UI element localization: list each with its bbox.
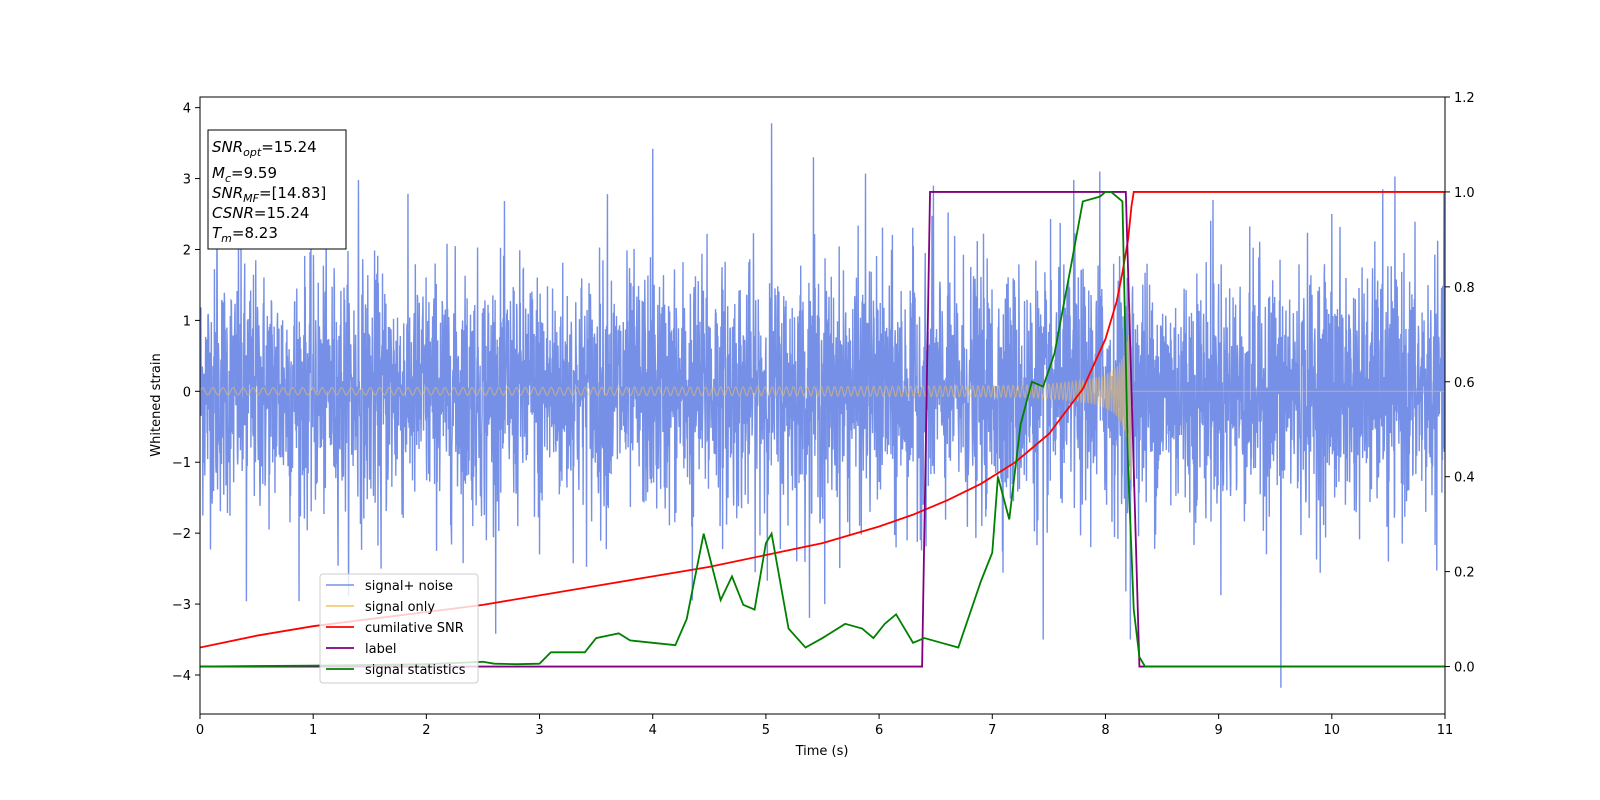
plot-frame: [199, 96, 1446, 715]
info-tm: Tm=8.23: [212, 224, 278, 245]
y-tick-label: −1: [172, 456, 191, 471]
x-tick-label: 6: [875, 723, 883, 738]
x-tick-label: 8: [1101, 723, 1109, 738]
axes-ticks: 0 1 2 3 4 5 6 7 8 9 10 11 −4 −3 −2 −1 0 1 2 3 4 0.0 0.2 0.4 0.6 0…: [172, 91, 1475, 738]
y-tick-label: −3: [172, 598, 191, 613]
legend-entry: signal statistics: [365, 663, 466, 678]
x-tick-label: 10: [1324, 723, 1341, 738]
legend-entry: cumilative SNR: [365, 621, 464, 636]
y2-tick-label: 0.4: [1454, 471, 1475, 486]
info-mc: Mc=9.59: [212, 164, 277, 185]
x-tick-label: 1: [309, 723, 317, 738]
y2-tick-label: 1.2: [1454, 91, 1475, 106]
legend-entry: label: [365, 642, 396, 657]
legend-entry: signal only: [365, 600, 435, 615]
x-tick-label: 2: [422, 723, 430, 738]
x-tick-label: 5: [762, 723, 770, 738]
legend-frame: [319, 573, 479, 684]
legend-entry: signal+ noise: [365, 579, 453, 594]
y2-tick-label: 0.2: [1454, 566, 1475, 581]
y-tick-label: 3: [183, 173, 191, 188]
x-tick-label: 4: [649, 723, 657, 738]
y-tick-label: 2: [183, 243, 191, 258]
series-line-signal-statistics: [200, 191, 1445, 668]
series-line-signal-noise: [200, 123, 1445, 688]
y-tick-label: 0: [183, 385, 191, 400]
y-tick-label: 4: [183, 102, 191, 117]
x-tick-label: 11: [1437, 723, 1454, 738]
series-line-signal-only: [200, 303, 1445, 480]
x-tick-label: 3: [535, 723, 543, 738]
y2-tick-label: 0.0: [1454, 661, 1475, 676]
x-tick-label: 0: [196, 723, 204, 738]
info-box: SNRopt=15.24 Mc=9.59 SNRMF=[14.83] CSNR=…: [207, 129, 347, 250]
info-box-frame: [207, 129, 347, 250]
y2-tick-label: 0.6: [1454, 376, 1475, 391]
info-csnr: CSNR=15.24: [212, 204, 309, 222]
x-tick-label: 9: [1214, 723, 1222, 738]
info-snr-mf: SNRMF=[14.83]: [212, 184, 326, 205]
y-tick-label: −4: [172, 669, 191, 684]
y-axis-label: Whitened strain: [149, 353, 164, 456]
y-tick-label: −2: [172, 527, 191, 542]
y2-tick-label: 0.8: [1454, 281, 1475, 296]
x-tick-label: 7: [988, 723, 996, 738]
legend: signal+ noise signal only cumilative SNR la…: [319, 573, 479, 684]
x-axis-label: Time (s): [795, 744, 849, 759]
info-snr-opt: SNRopt=15.24: [212, 138, 317, 159]
y-tick-label: 1: [183, 314, 191, 329]
y2-tick-label: 1.0: [1454, 186, 1475, 201]
